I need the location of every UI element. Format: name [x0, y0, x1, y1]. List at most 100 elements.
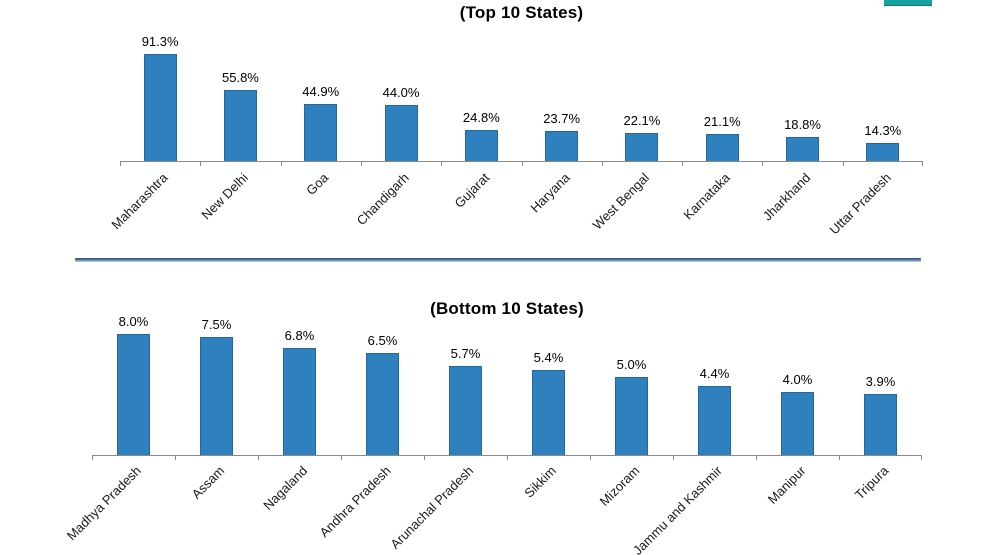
bar — [384, 105, 418, 161]
category-label: Arunachal Pradesh — [387, 463, 477, 552]
axis-tick — [601, 162, 603, 166]
bar-slot: 5.0% — [590, 314, 673, 455]
bar-slot: 6.8% — [258, 314, 341, 455]
bottom-chart-plot-area: 8.0% 7.5% 6.8% 6.5% 5.7% 5.4% 5.0% 4.4% 4.0% 3.9% — [92, 314, 922, 460]
bar-slot: 4.0% — [756, 314, 839, 455]
category-label: Nagaland — [260, 463, 311, 513]
top-chart-plot-area: 91.3% 55.8% 44.9% 44.0% 24.8% 23.7% 22.1% 21.1%… — [120, 34, 923, 166]
category-label: Assam — [188, 463, 228, 502]
category-label: Jharkhand — [759, 170, 814, 224]
bar-slot: 6.5% — [341, 314, 424, 455]
clipped-teal-button-edge[interactable] — [884, 0, 932, 6]
bar — [117, 334, 150, 455]
bar — [449, 366, 482, 455]
bar-value-label: 23.7% — [543, 111, 581, 126]
bar-slot: 55.8% — [200, 34, 280, 161]
bar-value-label: 21.1% — [703, 114, 741, 129]
bar-slot: 21.1% — [682, 34, 762, 161]
category-label: Sikkim — [521, 463, 560, 501]
bar — [786, 137, 820, 161]
axis-tick — [258, 456, 259, 460]
axis-tick — [756, 456, 757, 460]
bar-value-label: 8.0% — [118, 314, 149, 329]
category-label: Chandigarh — [353, 170, 412, 229]
bottom-10-states-chart: (Bottom 10 States) 8.0% 7.5% 6.8% 6.5% 5.7% 5… — [64, 295, 922, 555]
bar-slot: 5.4% — [507, 314, 590, 455]
axis-tick — [922, 162, 923, 166]
axis-tick — [673, 456, 674, 460]
bar — [532, 370, 565, 455]
bar-slot: 23.7% — [521, 34, 601, 161]
axis-tick — [590, 456, 591, 460]
axis-tick — [441, 162, 443, 166]
category-label: New Delhi — [198, 170, 252, 223]
top-10-states-chart: (Top 10 States) 91.3% 55.8% 44.9% 44.0% 24.8… — [109, 0, 923, 255]
category-label: Mizoram — [596, 463, 643, 509]
category-label: Gujarat — [451, 170, 492, 211]
bar-slot: 14.3% — [843, 34, 923, 161]
bar — [304, 104, 338, 161]
bar — [283, 348, 316, 455]
bar — [223, 90, 257, 161]
bar-slot: 44.0% — [361, 34, 441, 161]
category-label: Tripura — [851, 463, 892, 503]
axis-tick — [839, 456, 840, 460]
category-label: Uttar Pradesh — [826, 170, 894, 238]
bar-value-label: 3.9% — [865, 374, 896, 389]
bar-value-label: 4.4% — [699, 366, 730, 381]
bar — [781, 392, 814, 455]
bar-value-label: 91.3% — [141, 34, 179, 49]
bar-value-label: 6.8% — [284, 328, 315, 343]
axis-tick — [92, 456, 93, 460]
axis-tick — [842, 162, 844, 166]
bar — [705, 134, 739, 161]
top-chart-category-axis: Maharashtra New Delhi Goa Chandigarh Gujarat… — [109, 164, 923, 254]
bar-slot: 22.1% — [602, 34, 682, 161]
bar-value-label: 24.8% — [462, 110, 500, 125]
bar — [200, 337, 233, 455]
bar-value-label: 5.0% — [616, 357, 647, 372]
axis-tick — [424, 456, 425, 460]
category-label: Madhya Pradesh — [64, 463, 145, 544]
bar-slot: 18.8% — [762, 34, 842, 161]
bar — [698, 386, 731, 455]
category-label: Maharashtra — [108, 170, 171, 233]
axis-tick — [360, 162, 362, 166]
bar — [864, 394, 897, 455]
axis-tick — [507, 456, 508, 460]
axis-tick — [921, 456, 922, 460]
bar — [143, 54, 177, 161]
axis-tick — [120, 162, 121, 166]
axis-tick — [762, 162, 764, 166]
top-chart-title: (Top 10 States) — [459, 3, 584, 22]
bar — [464, 130, 498, 161]
bar-value-label: 22.1% — [623, 113, 661, 128]
axis-tick — [521, 162, 523, 166]
axis-tick — [280, 162, 282, 166]
axis-tick — [682, 162, 684, 166]
bar-value-label: 5.7% — [450, 346, 481, 361]
bar-slot: 24.8% — [441, 34, 521, 161]
bar-value-label: 4.0% — [782, 372, 813, 387]
bottom-chart-category-axis: Madhya Pradesh Assam Nagaland Andhra Prades… — [64, 457, 922, 555]
bar-slot: 44.9% — [281, 34, 361, 161]
axis-tick — [175, 456, 176, 460]
section-divider-line — [75, 258, 921, 262]
bar — [866, 143, 900, 161]
bar — [545, 131, 579, 161]
bottom-chart-title: (Bottom 10 States) — [430, 299, 584, 318]
category-label: West Bengal — [590, 170, 653, 233]
bar-slot: 5.7% — [424, 314, 507, 455]
bar-value-label: 5.4% — [533, 350, 564, 365]
category-label: Manipur — [764, 463, 809, 507]
bar-slot: 7.5% — [175, 314, 258, 455]
bar-slot: 8.0% — [92, 314, 175, 455]
bar-slot: 4.4% — [673, 314, 756, 455]
category-label: Jammu and Kashmir — [630, 463, 726, 555]
category-label: Karnataka — [680, 170, 733, 223]
axis-tick — [200, 162, 202, 166]
bar-value-label: 14.3% — [864, 123, 902, 138]
category-label: Goa — [303, 170, 332, 198]
bar-slot: 91.3% — [120, 34, 200, 161]
